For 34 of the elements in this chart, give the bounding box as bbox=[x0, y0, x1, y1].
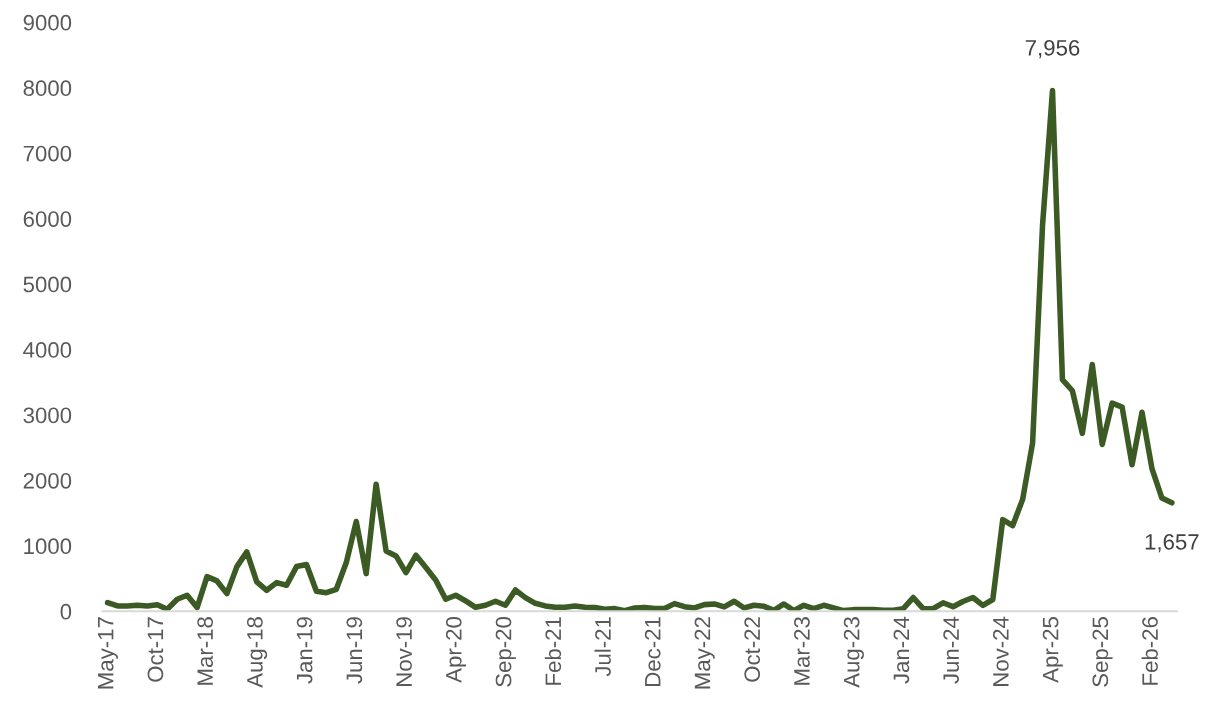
y-tick-label: 7000 bbox=[23, 145, 72, 162]
x-tick-label: Apr-25 bbox=[1042, 617, 1063, 683]
x-tick-label: Feb-26 bbox=[1141, 617, 1158, 685]
x-tick-label: Dec-21 bbox=[644, 617, 661, 686]
x-tick-label: Apr-20 bbox=[445, 617, 467, 683]
y-tick-label: 2000 bbox=[23, 472, 72, 489]
x-tick-label: Sep-25 bbox=[1092, 617, 1113, 687]
x-tick-label: Feb-21 bbox=[544, 617, 562, 685]
y-tick-label: 5000 bbox=[23, 276, 72, 293]
x-tick-label: May-22 bbox=[694, 617, 715, 689]
x-tick-label: Aug-23 bbox=[843, 617, 864, 688]
y-tick-label: 0 bbox=[60, 603, 72, 620]
x-tick-label: Jan-19 bbox=[296, 617, 313, 684]
x-tick-label: Nov-24 bbox=[992, 616, 1009, 686]
x-tick-label: Aug-18 bbox=[247, 617, 268, 688]
y-tick-label: 4000 bbox=[23, 342, 72, 358]
y-tick-label: 3000 bbox=[23, 407, 72, 424]
y-tick-label: 8000 bbox=[23, 80, 72, 97]
y-tick-label: 1000 bbox=[24, 538, 72, 555]
x-tick-label: Jan-24 bbox=[893, 616, 910, 684]
x-tick-label: Mar-23 bbox=[794, 617, 810, 685]
x-tick-label: Jun-24 bbox=[943, 616, 959, 684]
x-tick-label: Oct-22 bbox=[744, 617, 761, 682]
x-tick-label: Jul-21 bbox=[594, 617, 611, 677]
data-label: 1,657 bbox=[1145, 533, 1199, 553]
x-tick-label: May-17 bbox=[98, 617, 118, 689]
y-tick-label: 9000 bbox=[23, 14, 72, 31]
x-tick-label: Oct-17 bbox=[147, 617, 164, 682]
data-label: 7,956 bbox=[1025, 39, 1080, 59]
x-tick-label: Sep-20 bbox=[495, 617, 516, 687]
y-tick-label: 6000 bbox=[23, 211, 72, 227]
x-tick-label: Mar-18 bbox=[197, 617, 213, 685]
x-tick-label: Nov-19 bbox=[396, 617, 412, 686]
x-tick-label: Jun-19 bbox=[346, 617, 363, 684]
